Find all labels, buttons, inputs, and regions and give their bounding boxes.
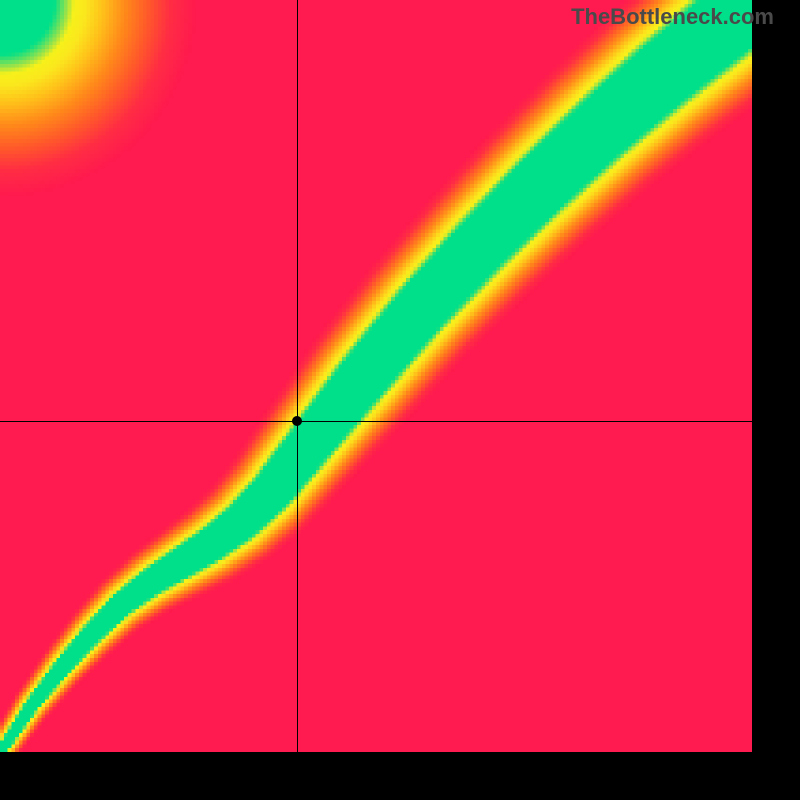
- heatmap-canvas: [0, 0, 752, 752]
- crosshair-vertical: [297, 0, 298, 752]
- plot-area: [0, 0, 752, 752]
- crosshair-horizontal: [0, 421, 752, 422]
- point-marker: [292, 416, 302, 426]
- watermark-label: TheBottleneck.com: [571, 4, 774, 30]
- plot-frame: [0, 0, 800, 800]
